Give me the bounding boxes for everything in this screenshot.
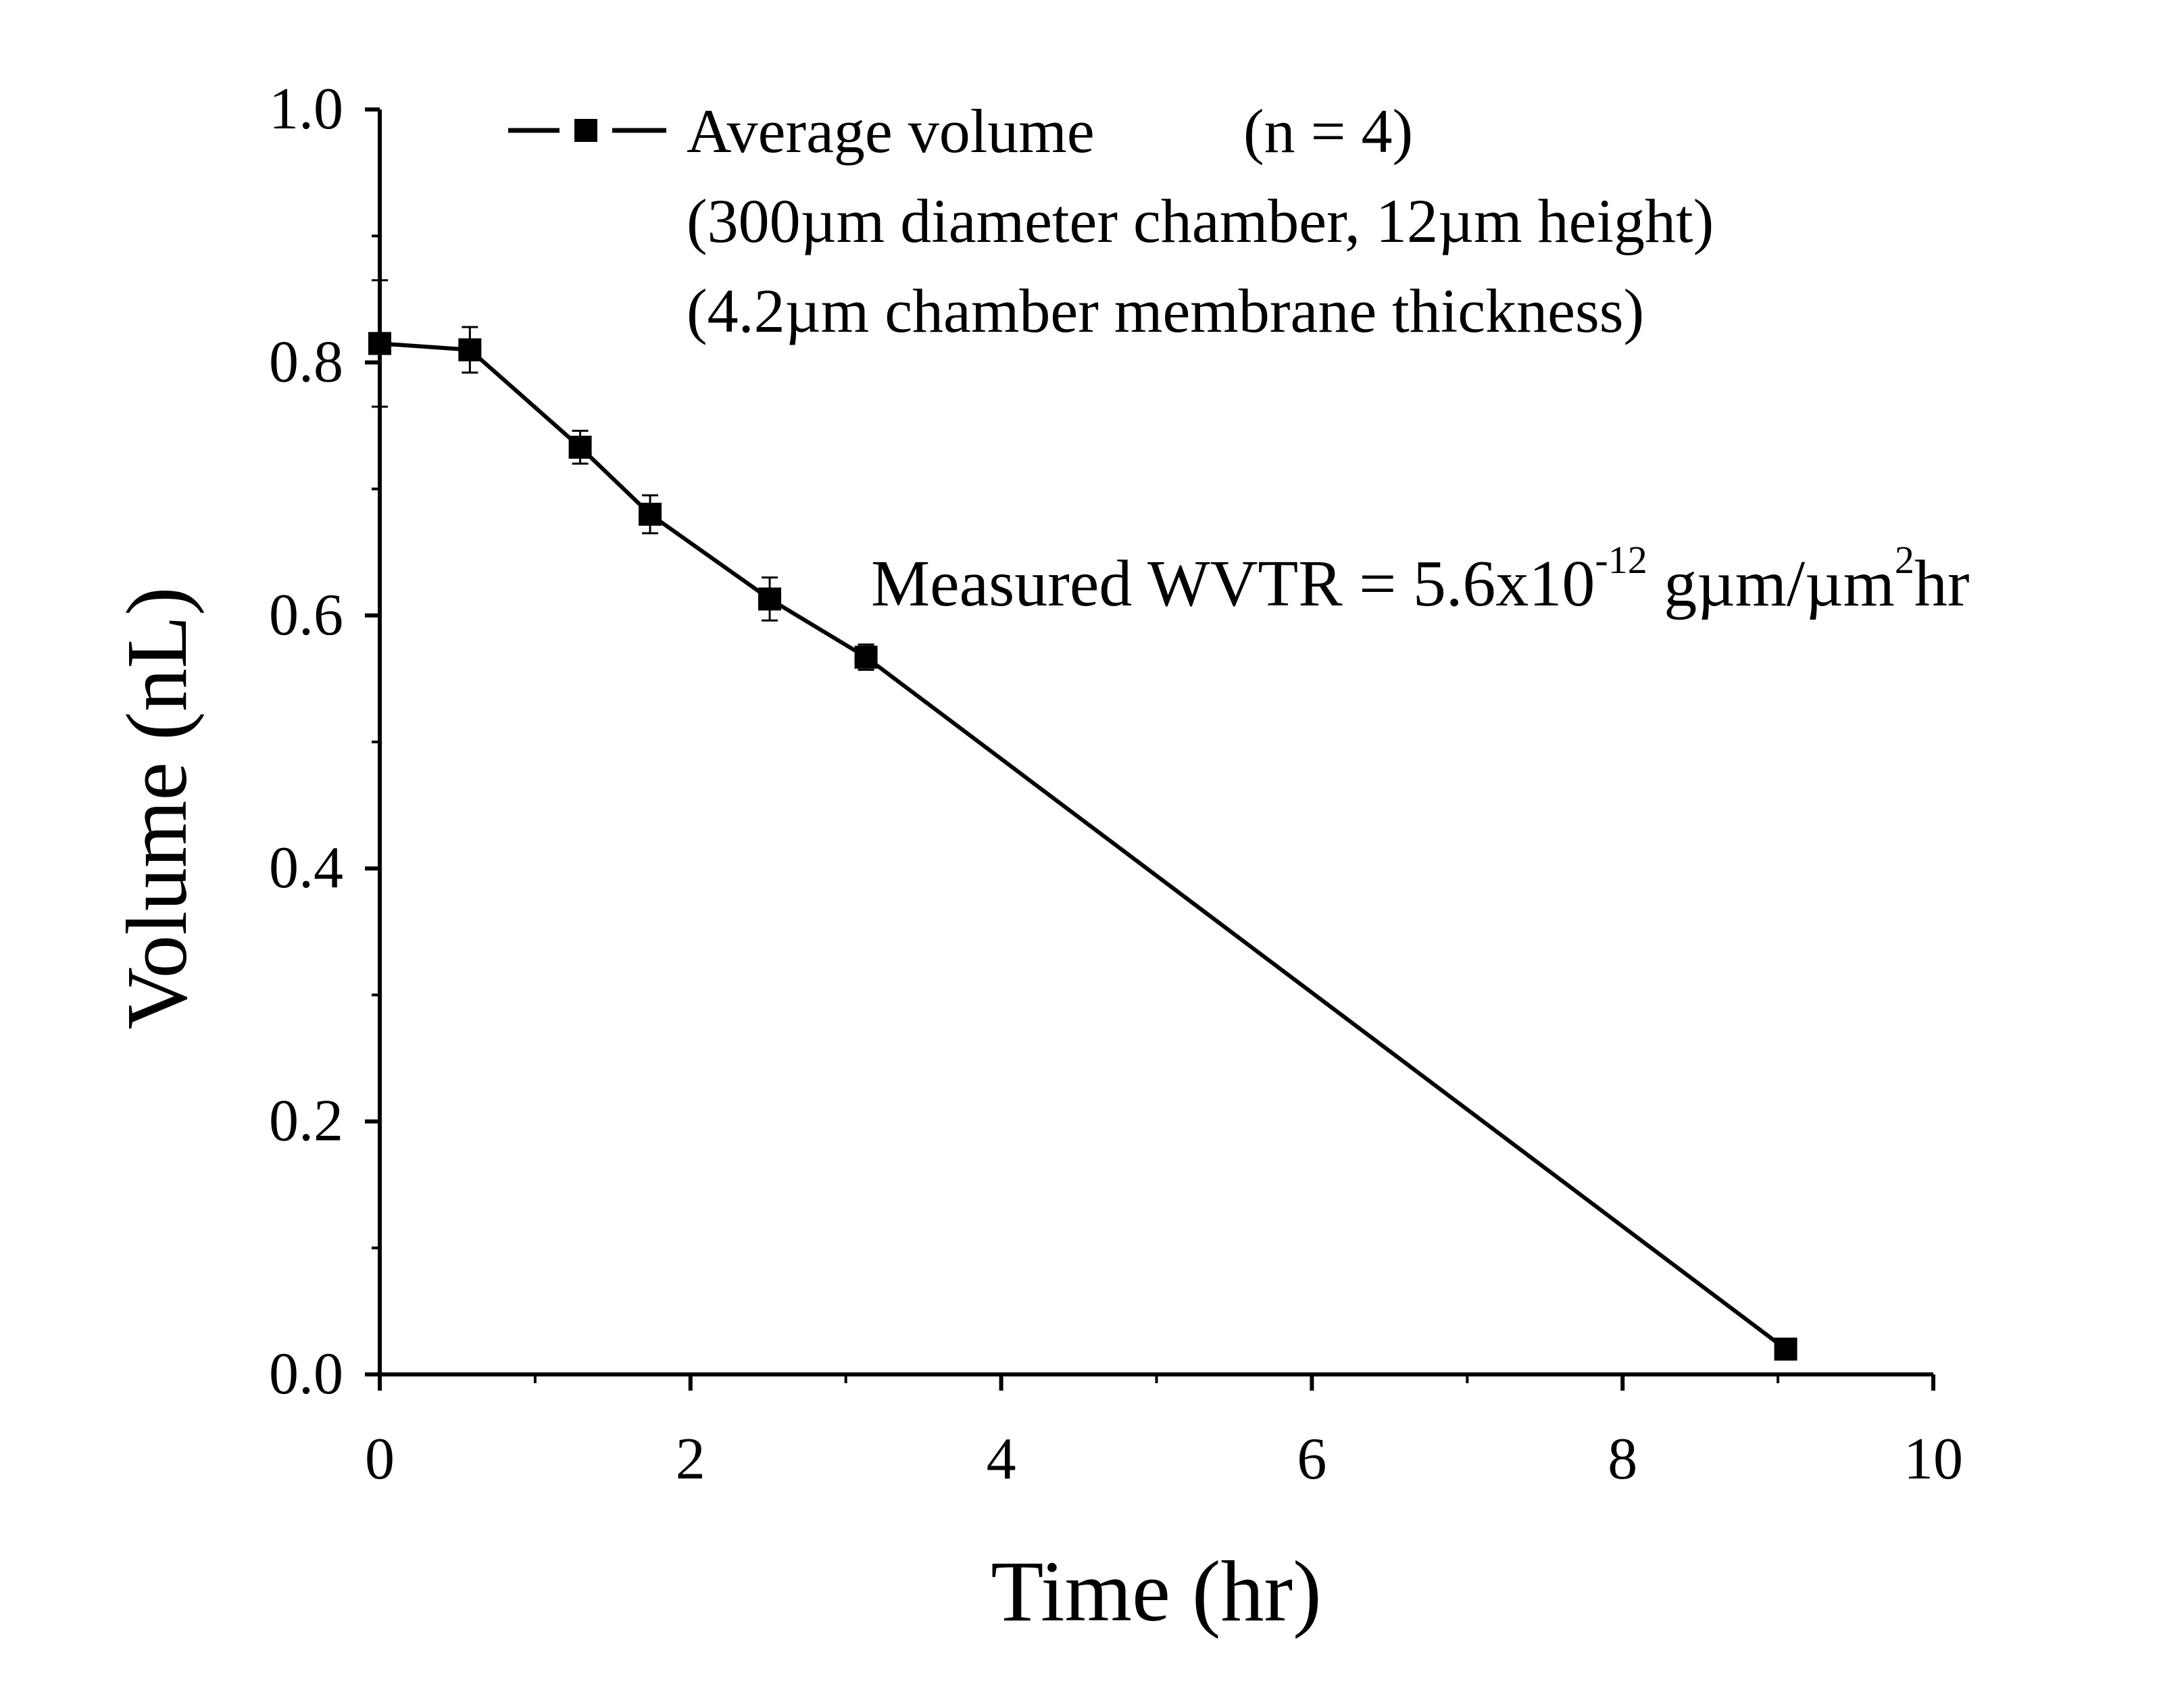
wvtr-exponent: -12 <box>1595 538 1647 582</box>
x-tick-label: 2 <box>676 1426 705 1492</box>
legend-label: Average volume <box>687 97 1095 166</box>
wvtr-suffix: hr <box>1914 547 1970 620</box>
y-tick-label: 0.6 <box>269 582 343 648</box>
data-point <box>568 435 592 459</box>
wvtr-prefix: Measured WVTR = 5.6x10 <box>871 547 1595 620</box>
x-axis-label: Time (hr) <box>991 1543 1322 1639</box>
wvtr-units: gµm/µm <box>1647 547 1895 620</box>
legend-line-1: (300µm diameter chamber, 12µm height) <box>687 186 1714 255</box>
y-tick-label: 1.0 <box>269 76 343 142</box>
x-tick-label: 6 <box>1297 1426 1326 1492</box>
data-point <box>458 338 482 362</box>
x-tick-label: 4 <box>987 1426 1016 1492</box>
y-tick-label: 0.8 <box>269 329 343 395</box>
x-tick-label: 10 <box>1904 1426 1963 1492</box>
data-point <box>758 587 782 611</box>
x-tick-label: 0 <box>365 1426 395 1492</box>
series-layer <box>368 279 1797 1361</box>
data-point <box>1774 1337 1797 1361</box>
legend-marker-icon <box>574 119 597 142</box>
wvtr-exponent-2: 2 <box>1895 538 1914 582</box>
data-point <box>854 645 878 669</box>
y-ticks: 0.0 0.2 0.4 0.6 0.8 1.0 <box>269 76 380 1407</box>
data-point <box>639 503 662 526</box>
x-ticks: 0 2 4 6 8 10 <box>365 1374 1963 1492</box>
legend-n-label: (n = 4) <box>1243 97 1413 166</box>
data-point <box>368 332 391 355</box>
legend-line-2: (4.2µm chamber membrane thickness) <box>687 276 1644 345</box>
y-tick-label: 0.0 <box>269 1341 343 1407</box>
y-tick-label: 0.4 <box>269 835 343 901</box>
x-tick-label: 8 <box>1608 1426 1637 1492</box>
wvtr-annotation: Measured WVTR = 5.6x10-12 gµm/µm2hr <box>871 538 1970 620</box>
legend: Average volume (n = 4) (300µm diameter c… <box>508 97 1714 345</box>
y-tick-label: 0.2 <box>269 1089 343 1154</box>
y-axis-label: Volume (nL) <box>109 587 205 1029</box>
series-line <box>379 341 1787 1351</box>
